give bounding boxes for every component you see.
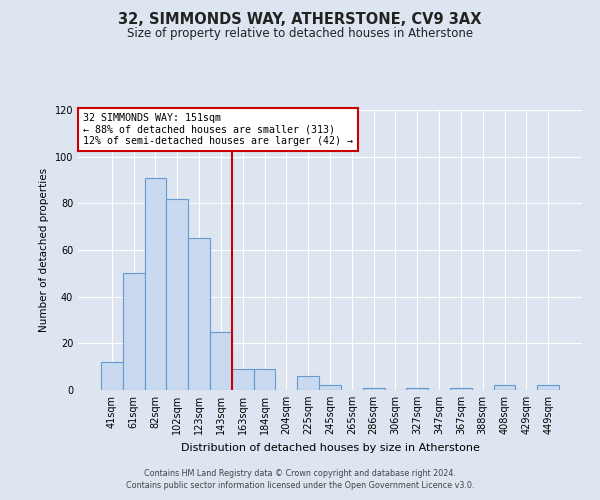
Text: Contains public sector information licensed under the Open Government Licence v3: Contains public sector information licen… bbox=[126, 481, 474, 490]
Text: Contains HM Land Registry data © Crown copyright and database right 2024.: Contains HM Land Registry data © Crown c… bbox=[144, 468, 456, 477]
Bar bbox=[406, 388, 428, 390]
Bar bbox=[494, 386, 515, 390]
Bar bbox=[210, 332, 232, 390]
Y-axis label: Number of detached properties: Number of detached properties bbox=[39, 168, 49, 332]
Bar bbox=[145, 178, 166, 390]
Text: 32 SIMMONDS WAY: 151sqm
← 88% of detached houses are smaller (313)
12% of semi-d: 32 SIMMONDS WAY: 151sqm ← 88% of detache… bbox=[83, 113, 353, 146]
Bar bbox=[319, 386, 341, 390]
Bar bbox=[166, 198, 188, 390]
Text: Size of property relative to detached houses in Atherstone: Size of property relative to detached ho… bbox=[127, 28, 473, 40]
Bar bbox=[297, 376, 319, 390]
Bar bbox=[537, 386, 559, 390]
Bar bbox=[232, 369, 254, 390]
Bar bbox=[363, 388, 385, 390]
Text: 32, SIMMONDS WAY, ATHERSTONE, CV9 3AX: 32, SIMMONDS WAY, ATHERSTONE, CV9 3AX bbox=[118, 12, 482, 28]
Bar bbox=[123, 274, 145, 390]
Bar bbox=[254, 369, 275, 390]
Bar bbox=[188, 238, 210, 390]
X-axis label: Distribution of detached houses by size in Atherstone: Distribution of detached houses by size … bbox=[181, 442, 479, 452]
Bar bbox=[450, 388, 472, 390]
Bar bbox=[101, 362, 123, 390]
